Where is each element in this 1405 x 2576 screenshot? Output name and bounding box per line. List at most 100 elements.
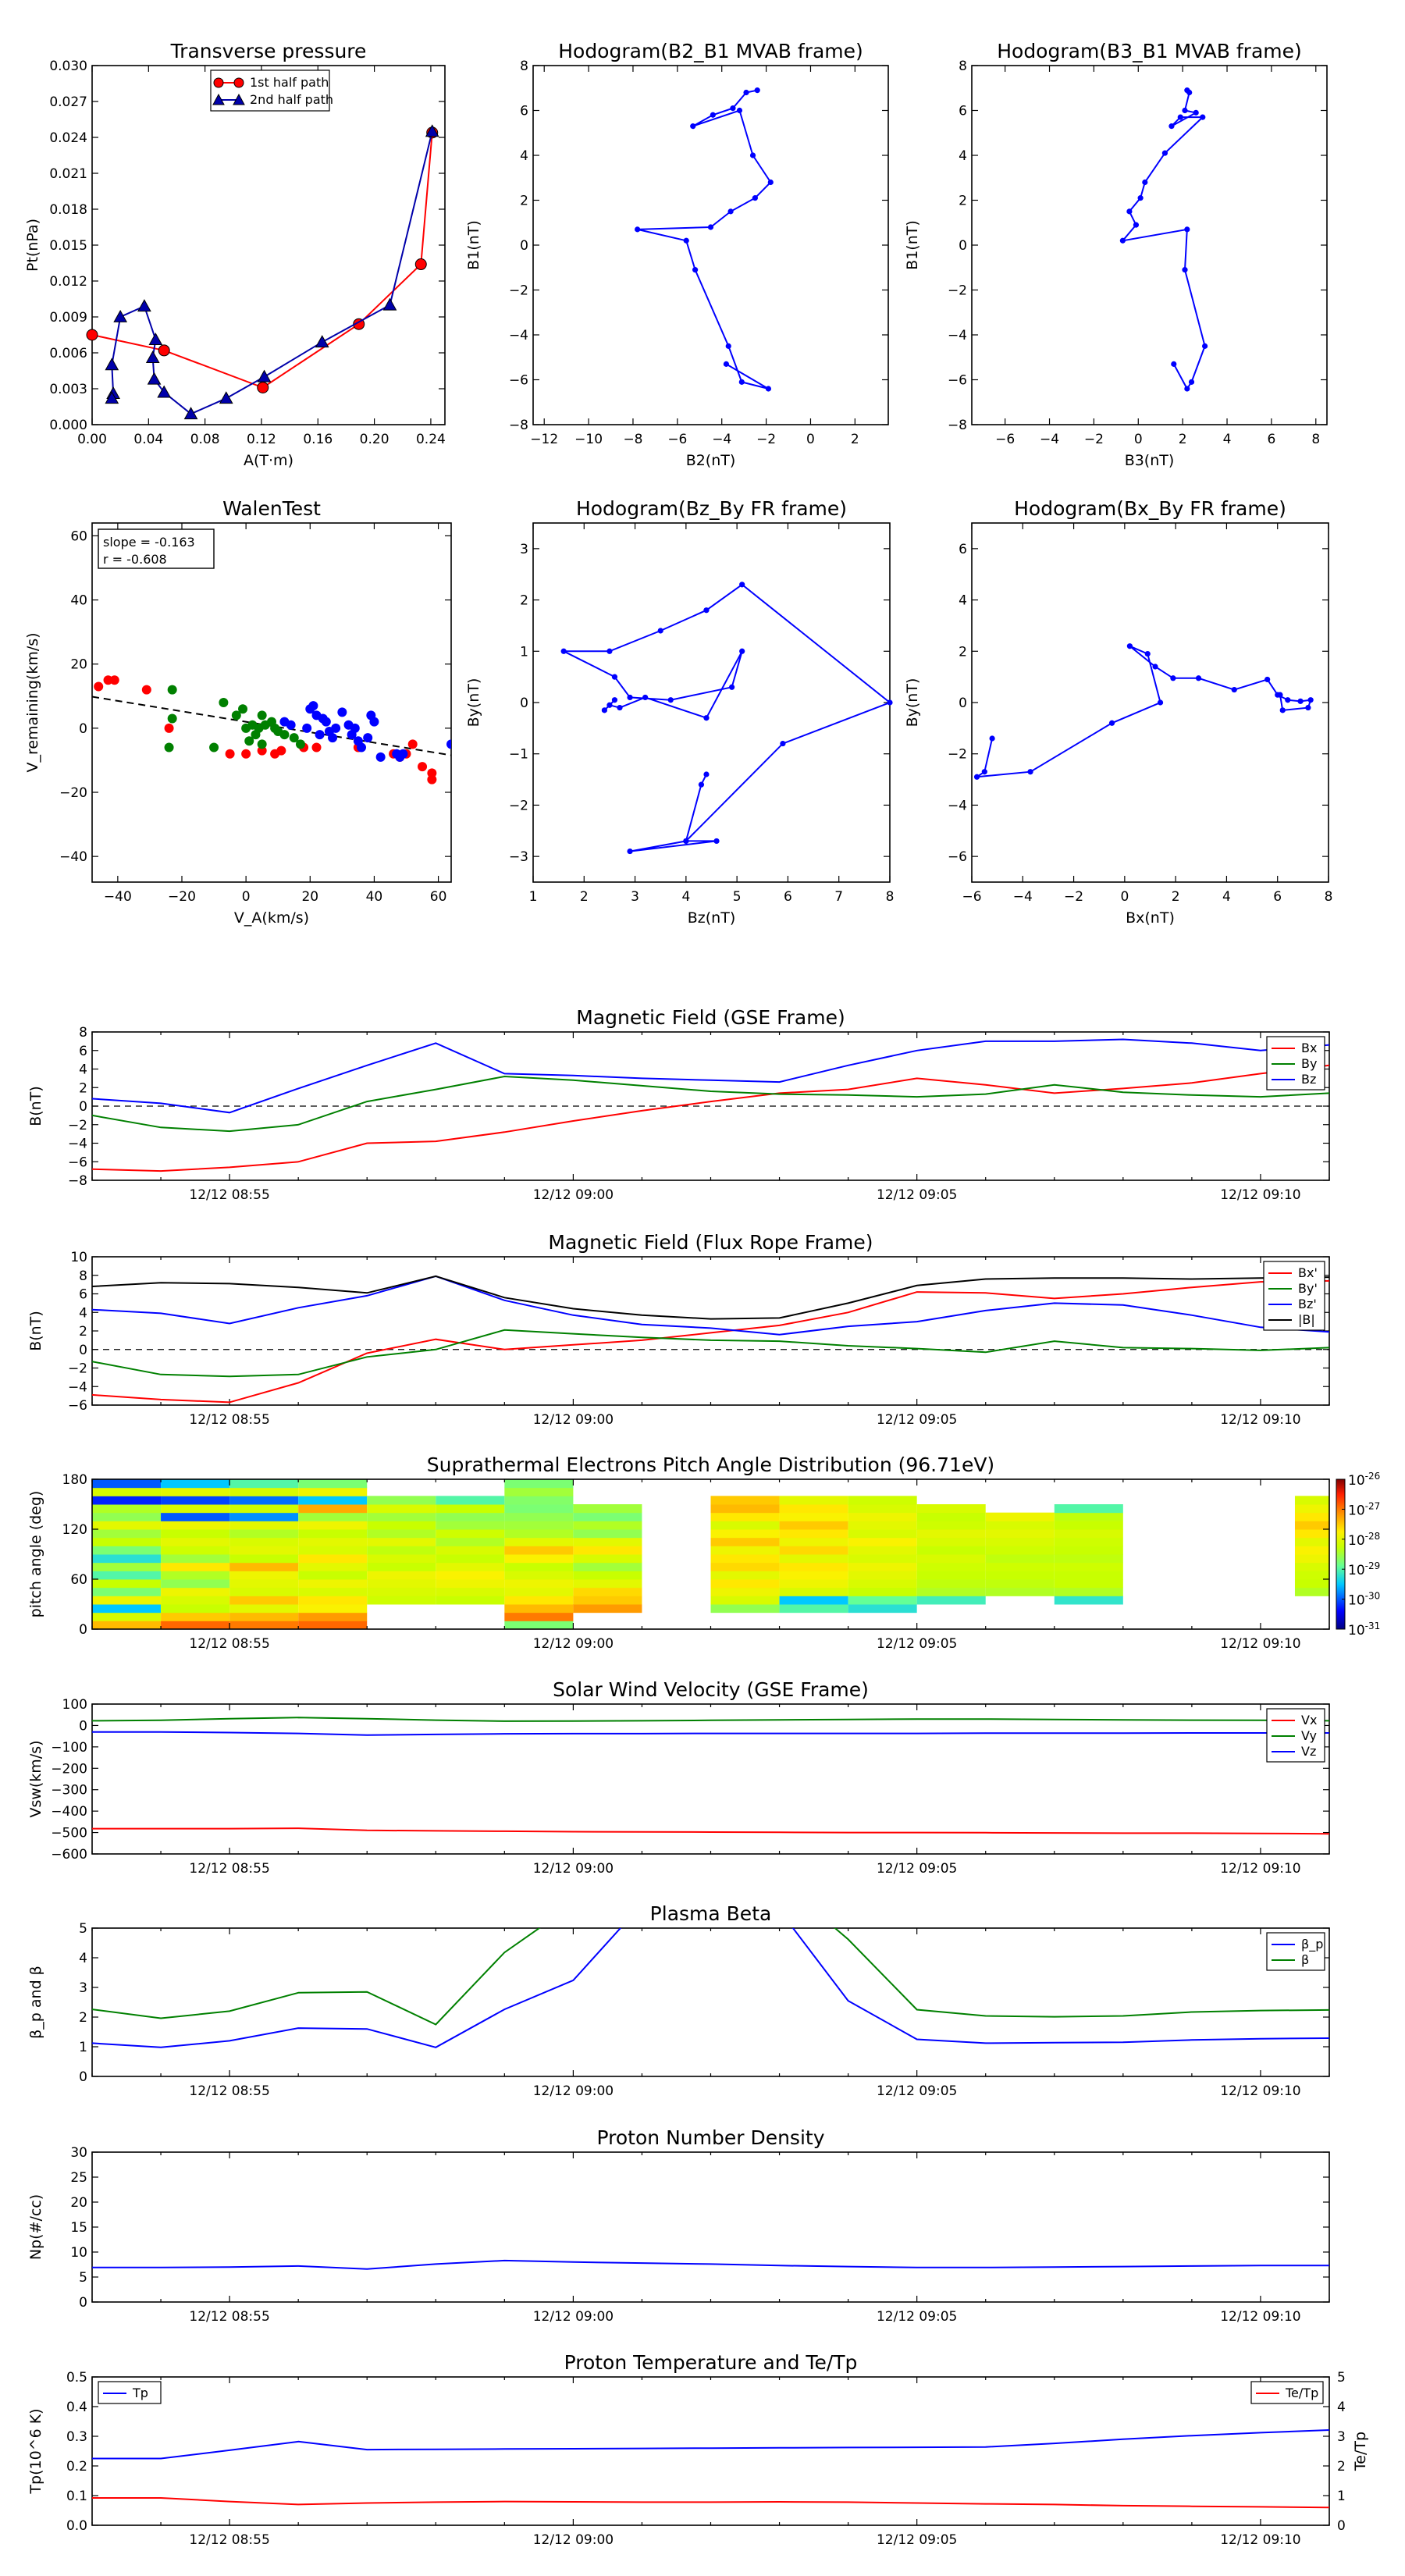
hbz-dot-marker bbox=[657, 628, 663, 634]
pad-cell bbox=[848, 1562, 917, 1571]
h21-xlabel: B2(nT) bbox=[686, 452, 736, 469]
np-time-label: 12/12 09:10 bbox=[1220, 2309, 1300, 2325]
pad-cell bbox=[298, 1496, 368, 1505]
walen-point-green bbox=[231, 710, 241, 720]
hbz-dot-marker bbox=[606, 648, 613, 654]
tp-triangle-marker bbox=[157, 385, 172, 398]
h21-ylabel: B1(nT) bbox=[465, 220, 482, 270]
mf_fr-time-label: 12/12 09:10 bbox=[1220, 1412, 1300, 1428]
walen-point-green bbox=[167, 685, 177, 695]
pad-cell bbox=[1294, 1579, 1329, 1589]
beta-ytick-label: 4 bbox=[79, 1951, 87, 1966]
h31-ytick-label: 2 bbox=[959, 194, 967, 209]
pad-colorbar bbox=[1336, 1478, 1346, 1630]
pad-cell bbox=[1054, 1504, 1123, 1514]
pad-cell bbox=[298, 1587, 368, 1596]
hbx-xtick-label: 8 bbox=[1325, 889, 1333, 905]
pad-cell bbox=[573, 1529, 642, 1539]
vsw-ytick-label: −300 bbox=[51, 1783, 87, 1799]
h31-ytick-label: 6 bbox=[959, 104, 967, 119]
beta-ytick-label: 3 bbox=[79, 1980, 87, 1996]
hbz-series-line bbox=[563, 583, 890, 852]
tp-ytick-label: 0.003 bbox=[49, 382, 87, 397]
hbz-ytick-label: −1 bbox=[509, 747, 528, 763]
mf_gse-line-Bx bbox=[92, 1064, 1329, 1172]
pad-cell bbox=[710, 1512, 780, 1521]
pad-cell bbox=[779, 1579, 848, 1589]
pad-cell bbox=[161, 1596, 230, 1605]
hbz-dot-marker bbox=[667, 697, 674, 703]
h31-dot-marker bbox=[1142, 179, 1148, 186]
mf_gse-time-label: 12/12 09:05 bbox=[877, 1187, 957, 1203]
vsw-line-Vz bbox=[92, 1731, 1329, 1736]
walen-point-red bbox=[427, 774, 437, 785]
h31-title: Hodogram(B3_B1 MVAB frame) bbox=[997, 40, 1302, 62]
pad-cell bbox=[92, 1479, 162, 1489]
hbz-dot-marker bbox=[739, 582, 745, 588]
beta-ytick-label: 1 bbox=[79, 2040, 87, 2055]
pad-cell bbox=[779, 1504, 848, 1514]
walen-point-red bbox=[257, 745, 267, 756]
pad-cell bbox=[573, 1587, 642, 1596]
h31-dot-marker bbox=[1184, 226, 1190, 233]
hbx-dot-marker bbox=[1264, 676, 1271, 683]
h21-xtick-label: −6 bbox=[667, 432, 687, 447]
np-ytick-label: 30 bbox=[70, 2145, 87, 2161]
hbz-dot-marker bbox=[611, 697, 618, 703]
h21-dot-marker bbox=[692, 267, 699, 273]
hbx-xtick-label: −6 bbox=[962, 889, 981, 905]
h31-dot-marker bbox=[1182, 107, 1188, 114]
mf_gse-time-label: 12/12 08:55 bbox=[189, 1187, 269, 1203]
pad-cell bbox=[298, 1596, 368, 1605]
hbx-dot-marker bbox=[1279, 707, 1286, 713]
tpr-y2tick-label: 1 bbox=[1337, 2489, 1346, 2504]
pad-time-label: 12/12 09:05 bbox=[877, 1636, 957, 1652]
mf_fr-ytick-label: 6 bbox=[79, 1287, 87, 1303]
pad-cell bbox=[298, 1512, 368, 1521]
pad-cell bbox=[229, 1487, 299, 1496]
hbx-xtick-label: 4 bbox=[1222, 889, 1231, 905]
tp-legend-label: 2nd half path bbox=[250, 92, 333, 107]
pad-cell bbox=[229, 1504, 299, 1514]
pad-cell bbox=[779, 1571, 848, 1580]
hbz-dot-marker bbox=[683, 838, 689, 845]
tpr-y2tick-label: 5 bbox=[1337, 2370, 1346, 2386]
hbz-xtick-label: 7 bbox=[834, 889, 843, 905]
walen-ytick-label: 60 bbox=[70, 528, 87, 544]
pad-cell bbox=[1294, 1529, 1329, 1539]
pad-cell bbox=[229, 1604, 299, 1614]
np-chart: Proton Number Density 12/12 08:55 12/12 09… bbox=[27, 2126, 1330, 2325]
vsw-ytick-label: −200 bbox=[51, 1761, 87, 1777]
walen-point-red bbox=[427, 768, 437, 778]
pad-cell bbox=[367, 1537, 436, 1546]
mf_gse-time-label: 12/12 09:10 bbox=[1220, 1187, 1300, 1203]
h21-ytick-label: −4 bbox=[509, 328, 528, 343]
tp-ytick-label: 0.000 bbox=[49, 418, 87, 433]
tp-series-line bbox=[92, 132, 433, 389]
pad-colorbar-exponent: -29 bbox=[1365, 1560, 1381, 1571]
mf_gse-title: Magnetic Field (GSE Frame) bbox=[576, 1006, 845, 1029]
hbx-dot-marker bbox=[973, 774, 980, 780]
pad-cell bbox=[436, 1579, 505, 1589]
pad-cell bbox=[92, 1621, 162, 1630]
h21-title: Hodogram(B2_B1 MVAB frame) bbox=[558, 40, 863, 62]
pad-cell bbox=[1294, 1496, 1329, 1505]
h21-ytick-label: 4 bbox=[520, 148, 528, 164]
h21-chart: Hodogram(B2_B1 MVAB frame) −12 −10 −8 −6 −4 −2… bbox=[465, 40, 889, 469]
pad-cell bbox=[92, 1496, 162, 1505]
beta-time-label: 12/12 09:05 bbox=[877, 2083, 957, 2099]
tp-ytick-label: 0.018 bbox=[49, 202, 87, 218]
h21-dot-marker bbox=[765, 386, 772, 392]
vsw-ytick-label: −400 bbox=[51, 1804, 87, 1820]
tp-legend-box bbox=[210, 69, 330, 112]
pad-cell bbox=[504, 1529, 574, 1539]
pad-cell bbox=[779, 1554, 848, 1564]
tpr-ytick-label: 0.1 bbox=[66, 2489, 87, 2504]
pad-time-label: 12/12 09:00 bbox=[533, 1636, 614, 1652]
tp-ytick-label: 0.015 bbox=[49, 238, 87, 254]
mf_fr-ytick-label: 2 bbox=[79, 1324, 87, 1340]
pad-cell bbox=[779, 1529, 848, 1539]
pad-cell bbox=[436, 1504, 505, 1514]
tp-triangle-marker bbox=[137, 299, 151, 312]
mf_gse-ytick-label: 8 bbox=[79, 1025, 87, 1041]
